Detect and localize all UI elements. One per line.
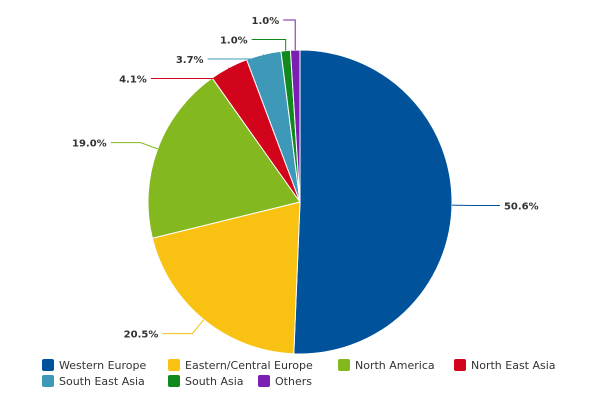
leader-line [111,143,158,149]
legend-label: Others [275,375,312,388]
data-label: 19.0% [72,139,107,150]
data-label: 1.0% [251,16,279,27]
leader-line [162,320,203,334]
data-label: 20.5% [124,330,159,341]
legend-swatch [168,359,180,371]
legend-label: Eastern/Central Europe [185,359,313,372]
legend-label: North America [355,359,435,372]
legend-swatch [258,375,270,387]
leader-line [252,40,286,51]
data-label: 1.0% [220,36,248,47]
legend-label: North East Asia [471,359,556,372]
data-label: 50.6% [504,201,539,212]
legend-swatch [454,359,466,371]
data-label: 3.7% [176,55,204,66]
legend-label: South East Asia [59,375,145,388]
data-label: 4.1% [119,75,147,86]
legend-swatch [42,359,54,371]
legend-swatch [168,375,180,387]
legend-swatch [338,359,350,371]
legend-label: South Asia [185,375,244,388]
legend-swatch [42,375,54,387]
legend-label: Western Europe [59,359,147,372]
pie-slice [294,50,452,354]
leader-line [283,20,295,50]
